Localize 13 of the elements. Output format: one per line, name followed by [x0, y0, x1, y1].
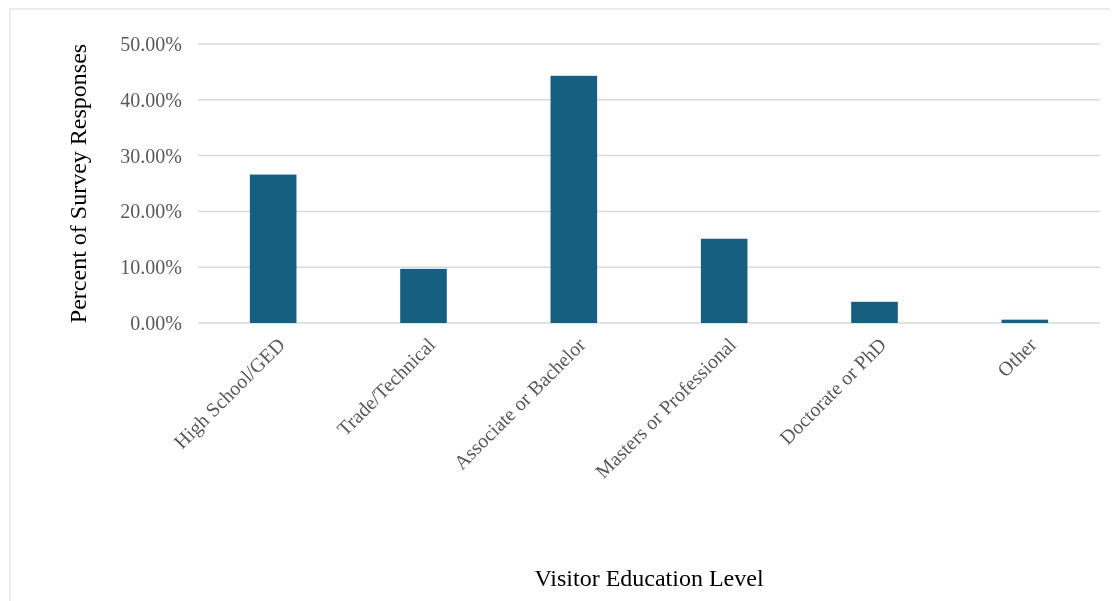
bar: [700, 238, 748, 323]
bar: [550, 75, 598, 323]
y-tick-label: 20.00%: [120, 200, 182, 223]
y-tick-label: 50.00%: [120, 33, 182, 55]
y-tick-label: 0.00%: [130, 312, 182, 334]
bar: [400, 268, 447, 323]
y-tick-label: 10.00%: [120, 256, 182, 279]
bar: [851, 301, 898, 323]
bar: [249, 174, 297, 323]
y-axis-title: Percent of Survey Responses: [65, 43, 91, 324]
x-axis-title: Visitor Education Level: [534, 565, 764, 591]
y-tick-label: 40.00%: [120, 88, 182, 111]
y-tick-label: 30.00%: [120, 144, 182, 167]
